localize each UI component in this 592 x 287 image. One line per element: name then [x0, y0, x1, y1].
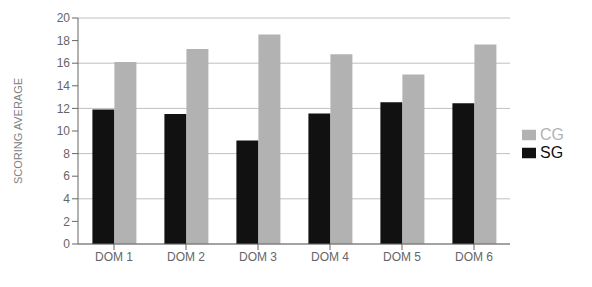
svg-text:8: 8 [63, 147, 70, 161]
svg-text:14: 14 [57, 79, 71, 93]
svg-text:16: 16 [57, 56, 71, 70]
svg-text:DOM 6: DOM 6 [455, 250, 493, 264]
svg-text:0: 0 [63, 237, 70, 251]
svg-text:10: 10 [57, 124, 71, 138]
svg-text:2: 2 [63, 215, 70, 229]
svg-text:4: 4 [63, 192, 70, 206]
html-text:CG: CG [540, 125, 564, 143]
svg-text:DOM 3: DOM 3 [239, 250, 277, 264]
svg-text:12: 12 [57, 102, 71, 116]
svg-text:DOM 2: DOM 2 [167, 250, 205, 264]
svg-text:20: 20 [57, 11, 71, 25]
html-text:SG: SG [540, 143, 564, 161]
svg-text:DOM 1: DOM 1 [95, 250, 133, 264]
svg-text:DOM 4: DOM 4 [311, 250, 349, 264]
svg-text:6: 6 [63, 169, 70, 183]
svg-text:18: 18 [57, 34, 71, 48]
svg-text:SCORING AVERAGE: SCORING AVERAGE [12, 78, 24, 184]
svg-text:DOM 5: DOM 5 [383, 250, 421, 264]
